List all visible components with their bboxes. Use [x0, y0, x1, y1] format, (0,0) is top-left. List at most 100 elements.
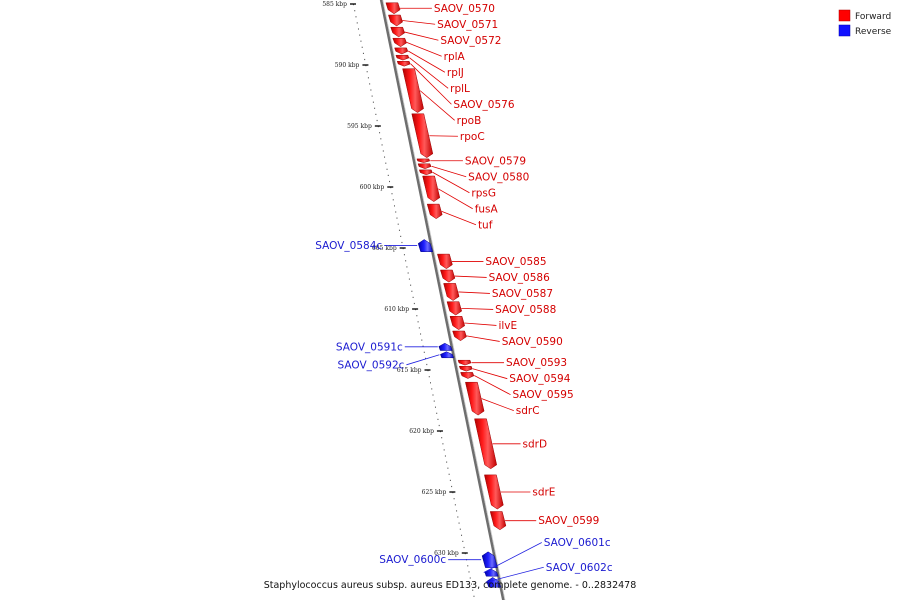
ruler-minor-tick	[458, 522, 460, 524]
gene-label[interactable]: sdrE	[532, 487, 555, 499]
gene-label[interactable]: SAOV_0572	[440, 35, 501, 47]
gene-arrow[interactable]	[440, 351, 455, 359]
gene-label[interactable]: SAOV_0602c	[546, 562, 613, 574]
ruler-minor-tick	[459, 528, 461, 530]
gene-label[interactable]: SAOV_0591c	[336, 341, 403, 353]
gene-label-leader	[407, 50, 446, 73]
gene-label[interactable]: tuf	[478, 219, 493, 231]
gene-arrow[interactable]	[437, 253, 453, 270]
gene-arrow[interactable]	[388, 14, 403, 27]
ruler-minor-tick	[387, 174, 389, 176]
gene-label[interactable]: SAOV_0576	[453, 99, 514, 111]
ruler-minor-tick	[355, 16, 357, 18]
gene-arrow[interactable]	[417, 163, 432, 169]
gene-arrow[interactable]	[418, 169, 433, 176]
gene-arrow[interactable]	[449, 316, 465, 331]
gene-arrow[interactable]	[417, 239, 434, 252]
gene-arrow[interactable]	[392, 37, 407, 47]
gene-label[interactable]: sdrC	[516, 405, 540, 417]
gene-arrow[interactable]	[402, 68, 424, 113]
gene-arrow[interactable]	[443, 283, 460, 301]
legend-forward-label: Forward	[855, 12, 891, 22]
gene-label[interactable]: rpoB	[457, 115, 482, 127]
gene-label[interactable]: rplL	[450, 83, 470, 95]
gene-arrow[interactable]	[446, 301, 462, 316]
gene-label-leader	[472, 368, 508, 380]
ruler-minor-tick	[420, 333, 422, 335]
gene-arrow[interactable]	[460, 372, 475, 379]
gene-arrow[interactable]	[438, 342, 453, 351]
gene-label[interactable]: rplJ	[447, 67, 464, 79]
gene-label[interactable]: SAOV_0590	[502, 336, 563, 348]
gene-label-leader	[404, 31, 439, 41]
ruler-minor-tick	[410, 284, 412, 286]
gene-label[interactable]: SAOV_0587	[492, 288, 553, 300]
gene-label[interactable]: rpsG	[471, 187, 496, 199]
ruler-minor-tick	[401, 241, 403, 244]
ruler-minor-tick	[451, 485, 453, 488]
legend: Forward Reverse	[838, 9, 892, 37]
gene-features	[385, 2, 507, 588]
gene-arrow[interactable]	[489, 511, 507, 531]
gene-label[interactable]: SAOV_0588	[495, 304, 556, 316]
gene-arrow[interactable]	[411, 113, 434, 159]
ruler-minor-tick	[454, 504, 456, 506]
gene-arrow[interactable]	[422, 175, 441, 202]
gene-arrow[interactable]	[426, 203, 443, 220]
backbone-line	[379, 0, 505, 600]
gene-arrow[interactable]	[394, 47, 409, 55]
legend-forward-swatch	[838, 9, 851, 22]
gene-arrow[interactable]	[395, 54, 410, 61]
gene-arrow[interactable]	[465, 381, 485, 416]
ruler-minor-tick	[360, 40, 362, 42]
ruler-minor-tick	[461, 534, 463, 536]
gene-label-leader	[406, 354, 440, 366]
gene-label[interactable]: SAOV_0586	[489, 272, 550, 284]
gene-arrow[interactable]	[390, 26, 406, 38]
ruler-minor-tick	[418, 327, 420, 329]
gene-arrow[interactable]	[486, 577, 502, 588]
gene-label[interactable]: sdrD	[523, 438, 548, 450]
ruler-minor-tick	[469, 577, 471, 579]
gene-arrow[interactable]	[458, 366, 473, 372]
ruler-minor-tick	[447, 467, 449, 469]
gene-label[interactable]: SAOV_0595	[513, 389, 574, 401]
gene-label-leader	[464, 322, 497, 326]
gene-label[interactable]: SAOV_0584c	[315, 240, 382, 252]
gene-arrow[interactable]	[457, 359, 472, 366]
gene-label[interactable]: rpoC	[460, 131, 485, 143]
gene-label[interactable]: SAOV_0570	[434, 3, 495, 15]
gene-arrow[interactable]	[385, 2, 401, 15]
gene-label[interactable]: SAOV_0601c	[544, 537, 611, 549]
gene-label[interactable]: SAOV_0571	[437, 19, 498, 31]
gene-label[interactable]: SAOV_0579	[465, 155, 526, 167]
ruler-minor-tick	[361, 46, 363, 48]
gene-label[interactable]: SAOV_0580	[468, 171, 529, 183]
gene-label[interactable]: SAOV_0599	[538, 515, 599, 527]
ruler-minor-tick	[384, 156, 386, 158]
gene-arrow[interactable]	[396, 61, 411, 67]
gene-label[interactable]: rplA	[444, 51, 466, 63]
ruler-minor-tick	[396, 217, 398, 219]
gene-label[interactable]: ilvE	[498, 320, 517, 332]
gene-arrow[interactable]	[481, 551, 498, 568]
gene-arrow[interactable]	[484, 474, 504, 510]
gene-label-leader	[461, 307, 494, 310]
gene-label-leader	[474, 375, 511, 396]
ruler-minor-tick	[374, 107, 376, 109]
gene-label[interactable]: fusA	[475, 203, 499, 215]
legend-reverse-label: Reverse	[855, 27, 892, 37]
gene-label[interactable]: SAOV_0592c	[338, 359, 405, 371]
gene-label[interactable]: SAOV_0594	[509, 373, 570, 385]
gene-label[interactable]: SAOV_0585	[485, 256, 546, 268]
ruler-tick-label: 630 kbp	[434, 550, 459, 557]
gene-arrow[interactable]	[474, 418, 497, 470]
ruler-minor-tick	[434, 406, 436, 408]
gene-arrow[interactable]	[452, 330, 467, 342]
gene-label[interactable]: SAOV_0593	[506, 357, 567, 369]
gene-arrow[interactable]	[440, 269, 456, 283]
gene-label[interactable]: SAOV_0600c	[379, 554, 446, 566]
ruler-minor-tick	[428, 376, 430, 378]
gene-arrow[interactable]	[416, 158, 431, 163]
